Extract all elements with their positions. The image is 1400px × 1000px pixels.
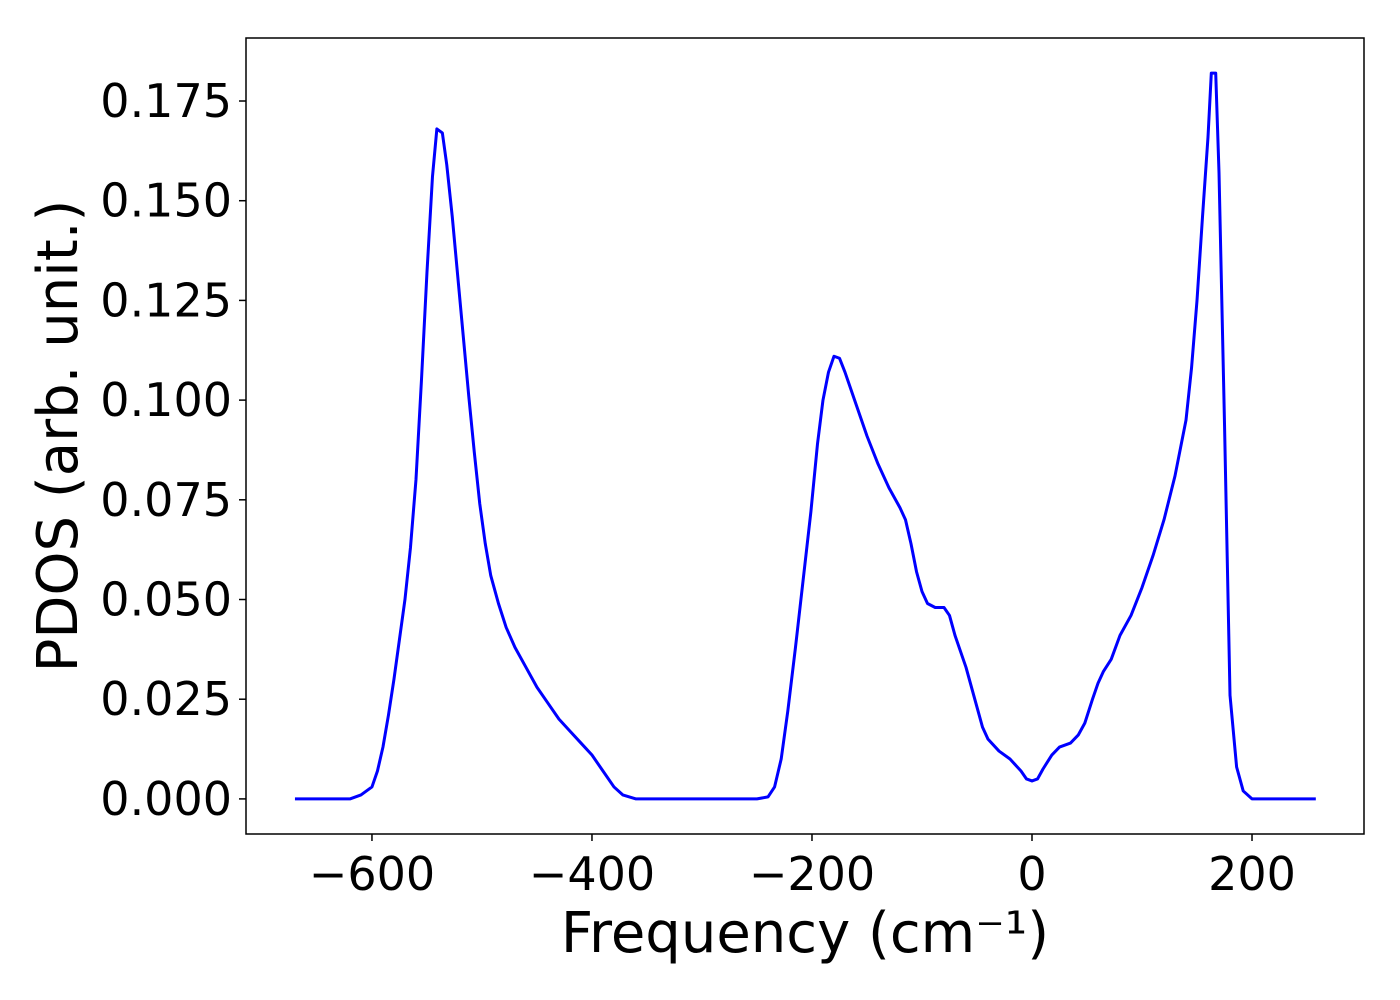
x-tick-label: −600 bbox=[309, 847, 435, 901]
y-axis-label: PDOS (arb. unit.) bbox=[26, 200, 91, 673]
y-tick-label: 0.175 bbox=[100, 74, 232, 128]
y-tick-label: 0.100 bbox=[100, 373, 232, 427]
data-line bbox=[294, 71, 1316, 801]
x-tick-label: −400 bbox=[529, 847, 655, 901]
y-tick-label: 0.050 bbox=[100, 573, 232, 627]
y-tick-label: 0.025 bbox=[100, 672, 232, 726]
plot-frame bbox=[245, 37, 1365, 835]
x-axis-label: Frequency (cm⁻¹) bbox=[561, 901, 1049, 966]
x-tick-label: 0 bbox=[1017, 847, 1046, 901]
x-tick-label: 200 bbox=[1208, 847, 1296, 901]
y-tick-label: 0.075 bbox=[100, 473, 232, 527]
y-tick-label: 0.125 bbox=[100, 273, 232, 327]
y-tick-label: 0.150 bbox=[100, 174, 232, 228]
y-tick-label: 0.000 bbox=[100, 772, 232, 826]
x-tick-label: −200 bbox=[749, 847, 875, 901]
